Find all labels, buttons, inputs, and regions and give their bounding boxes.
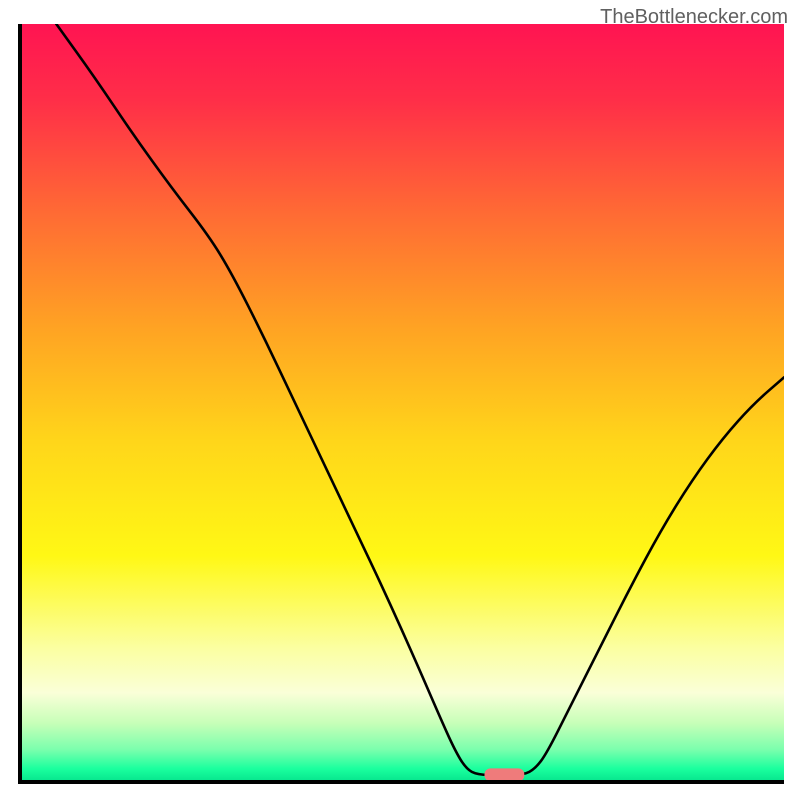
plot-area bbox=[18, 24, 784, 784]
gradient-background bbox=[18, 24, 784, 784]
chart-svg bbox=[18, 24, 784, 784]
chart-frame: TheBottlenecker.com bbox=[0, 0, 800, 800]
optimal-marker bbox=[484, 768, 524, 781]
